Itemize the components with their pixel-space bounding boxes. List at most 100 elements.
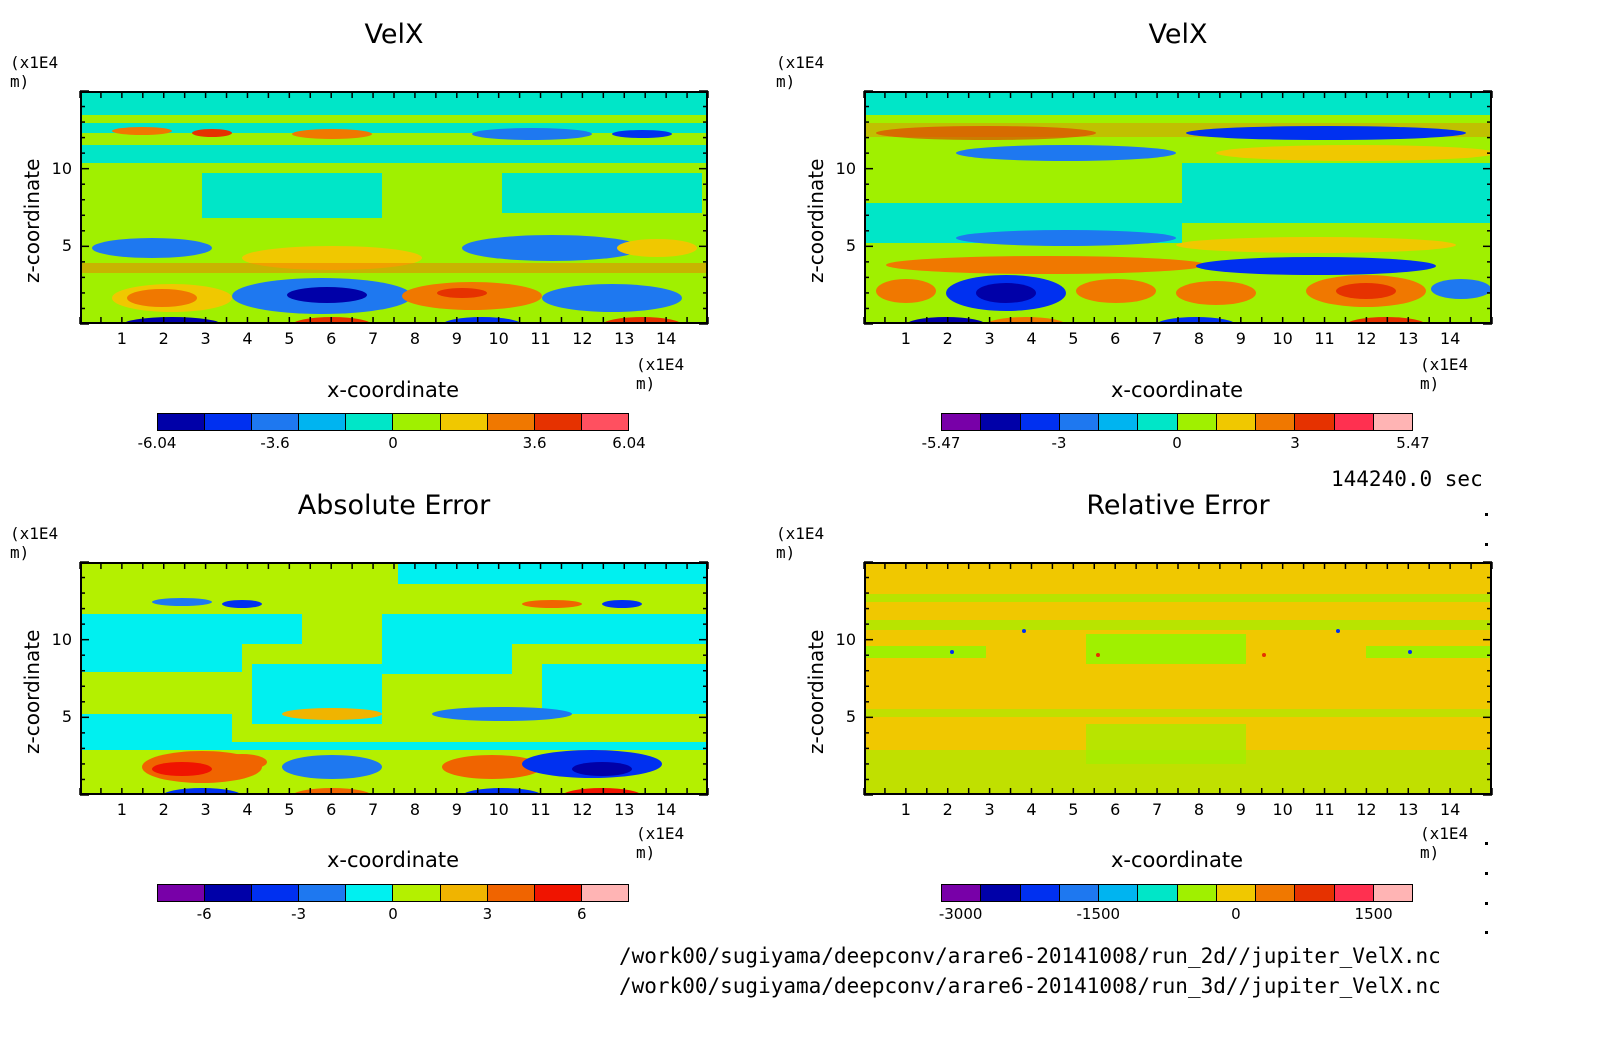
colorbar-label: 1500 (1354, 905, 1393, 923)
x-tick-label: 1 (116, 329, 127, 348)
x-axis-label: x-coordinate (1110, 378, 1243, 402)
colorbar-swatch (1373, 414, 1412, 430)
y-unit-label: (x1E4 m) (10, 524, 59, 562)
x-unit-label: (x1E4 m) (1420, 355, 1469, 393)
x-axis-label: x-coordinate (1110, 848, 1243, 872)
colorbar-swatch (1295, 414, 1335, 430)
x-tick-label: 5 (1068, 329, 1079, 348)
x-tick-label: 9 (1235, 800, 1246, 819)
x-tick-label: 7 (1151, 329, 1163, 348)
y-tick-label: 5 (61, 236, 72, 256)
colorbar-label: -6.04 (137, 434, 177, 452)
colorbar-swatch (440, 885, 488, 901)
colorbar-swatch (1295, 885, 1335, 901)
colorbar-swatch (1099, 885, 1139, 901)
colorbar-swatch (1373, 885, 1412, 901)
x-tick-label: 13 (614, 800, 635, 819)
x-tick-label: 8 (1193, 329, 1205, 348)
x-tick-label: 4 (242, 800, 253, 819)
colorbar-swatch (1334, 885, 1374, 901)
x-tick-label: 3 (984, 329, 995, 348)
colorbar-swatch (981, 885, 1021, 901)
x-tick-label: 10 (488, 329, 509, 348)
colorbar-label: 0 (1231, 905, 1241, 923)
colorbar-label: -5.47 (921, 434, 961, 452)
x-tick-label: 13 (1398, 800, 1419, 819)
colorbar-swatch (1099, 414, 1139, 430)
colorbar-label: -1500 (1076, 905, 1121, 923)
plot-area (864, 562, 1492, 795)
velx-2d-field (82, 93, 706, 322)
colorbar-swatch (487, 885, 535, 901)
x-tick-label: 1 (900, 329, 911, 348)
y-tick-label: 5 (61, 707, 72, 727)
y-axis-label: z-coordinate (20, 629, 44, 754)
plot-area (864, 91, 1492, 324)
x-tick-label: 3 (984, 800, 995, 819)
x-axis-label: x-coordinate (326, 848, 459, 872)
marker-dot (1485, 513, 1488, 516)
colorbar-label: -3000 (938, 905, 983, 923)
x-tick-label: 6 (326, 329, 337, 348)
file-path-2d: /work00/sugiyama/deepconv/arare6-2014100… (619, 944, 1441, 968)
x-tick-label: 14 (655, 800, 677, 819)
colorbar-label: 3 (1290, 434, 1300, 452)
colorbar-label: 3.6 (522, 434, 547, 452)
colorbar-swatch (981, 414, 1021, 430)
x-tick-label: 13 (614, 329, 635, 348)
colorbar-swatch (1177, 414, 1217, 430)
colorbar-label: 0 (1172, 434, 1182, 452)
colorbar-label: -3 (291, 905, 307, 923)
timestamp-label: 144240.0 sec (1331, 467, 1483, 491)
y-unit-label: (x1E4 m) (776, 524, 825, 562)
x-unit-label: (x1E4 m) (636, 355, 685, 393)
colorbar-label: 6.04 (612, 434, 646, 452)
velx-3d-field (866, 93, 1490, 322)
colorbar-swatch (440, 414, 488, 430)
colorbar (157, 884, 629, 902)
plot-area (80, 562, 708, 795)
colorbar-swatch (1334, 414, 1374, 430)
colorbar-label: 0 (388, 905, 398, 923)
colorbar-swatch (1020, 885, 1060, 901)
colorbar-swatch (1256, 414, 1296, 430)
x-tick-label: 5 (284, 800, 295, 819)
x-tick-label: 8 (1193, 800, 1205, 819)
colorbar-swatch (942, 414, 982, 430)
colorbar-swatch (1020, 414, 1060, 430)
colorbar-swatch (1216, 414, 1256, 430)
x-tick-label: 12 (1356, 329, 1377, 348)
x-tick-label: 11 (1314, 800, 1335, 819)
x-tick-label: 6 (1110, 800, 1121, 819)
colorbar (941, 884, 1413, 902)
x-tick-label: 4 (242, 329, 253, 348)
x-axis-label: x-coordinate (326, 378, 459, 402)
y-tick-label: 5 (845, 707, 856, 727)
y-tick-label: 10 (835, 629, 856, 649)
chart-title: Relative Error (1086, 490, 1270, 521)
colorbar-label: 0 (388, 434, 398, 452)
colorbar (157, 413, 629, 431)
x-tick-label: 9 (451, 329, 462, 348)
colorbar-swatch (1177, 885, 1217, 901)
x-tick-label: 10 (488, 800, 509, 819)
colorbar-swatch (158, 885, 206, 901)
chart-title: Absolute Error (297, 490, 491, 521)
colorbar-label: -3.6 (260, 434, 290, 452)
colorbar-swatch (942, 885, 982, 901)
x-tick-label: 6 (326, 800, 337, 819)
x-tick-label: 14 (655, 329, 677, 348)
x-tick-label: 9 (1235, 329, 1246, 348)
colorbar-swatch (534, 885, 582, 901)
x-tick-label: 7 (367, 329, 379, 348)
colorbar-swatch (1059, 885, 1099, 901)
colorbar-swatch (1138, 885, 1178, 901)
x-unit-label: (x1E4 m) (636, 824, 685, 862)
plot-area (80, 91, 708, 324)
absolute-error-field (82, 564, 706, 793)
x-tick-label: 12 (572, 329, 593, 348)
colorbar-swatch (393, 414, 441, 430)
colorbar-swatch (346, 885, 394, 901)
colorbar-swatch (581, 414, 628, 430)
chart-title: VelX (364, 19, 424, 50)
